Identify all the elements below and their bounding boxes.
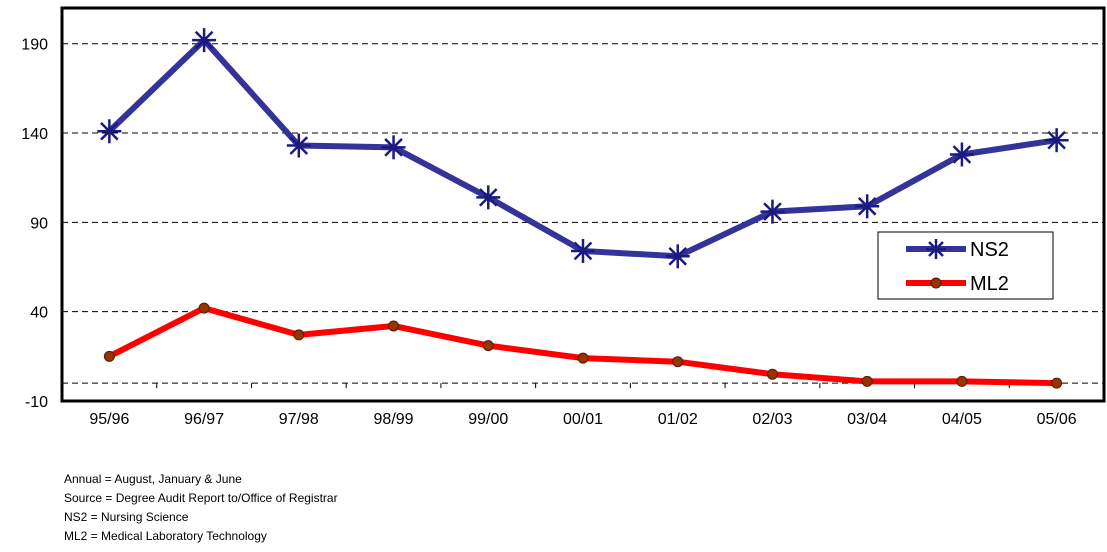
data-point-ml2 bbox=[577, 352, 589, 364]
data-point-ml2 bbox=[103, 350, 115, 362]
legend-label-ml2: ML2 bbox=[970, 273, 1009, 295]
data-point-ml2 bbox=[198, 302, 210, 314]
data-point-ns2 bbox=[192, 28, 217, 53]
data-point-ns2 bbox=[381, 135, 406, 160]
data-point-ns2 bbox=[1044, 128, 1069, 153]
data-point-ns2 bbox=[286, 133, 311, 158]
data-point-ml2 bbox=[1051, 377, 1063, 389]
x-tick-label: 03/04 bbox=[847, 411, 887, 428]
y-tick-label: 140 bbox=[21, 126, 48, 143]
data-point-ns2 bbox=[97, 119, 122, 144]
x-tick-label: 05/06 bbox=[1037, 411, 1077, 428]
footnotes: Annual = August, January & June Source =… bbox=[64, 470, 664, 546]
legend-marker-ml2 bbox=[930, 277, 942, 289]
footnote-source: Source = Degree Audit Report to/Office o… bbox=[64, 491, 338, 505]
legend-box bbox=[877, 231, 1054, 300]
y-tick-label: 40 bbox=[30, 305, 48, 322]
series-line-ml2 bbox=[108, 305, 1057, 387]
data-point-ns2 bbox=[855, 194, 880, 219]
x-tick-label: 95/96 bbox=[89, 411, 129, 428]
legend-marker-ns2 bbox=[926, 239, 946, 259]
data-point-ml2 bbox=[861, 375, 873, 387]
x-tick-label: 99/00 bbox=[468, 411, 508, 428]
series-line-ns2 bbox=[107, 37, 1058, 260]
y-tick-label: 90 bbox=[30, 215, 48, 232]
x-tick-label: 02/03 bbox=[752, 411, 792, 428]
y-tick-label: 190 bbox=[21, 37, 48, 54]
data-point-ml2 bbox=[388, 320, 400, 332]
data-point-ml2 bbox=[956, 375, 968, 387]
data-point-ns2 bbox=[665, 244, 690, 269]
data-point-ml2 bbox=[482, 340, 494, 352]
x-tick-label: 01/02 bbox=[658, 411, 698, 428]
x-tick-label: 00/01 bbox=[563, 411, 603, 428]
footnote-ml2: ML2 = Medical Laboratory Technology bbox=[64, 529, 267, 543]
legend-label-ns2: NS2 bbox=[970, 239, 1009, 261]
data-point-ml2 bbox=[672, 356, 684, 368]
data-point-ml2 bbox=[766, 368, 778, 380]
x-tick-label: 98/99 bbox=[374, 411, 414, 428]
x-tick-label: 97/98 bbox=[279, 411, 319, 428]
data-point-ns2 bbox=[760, 199, 785, 224]
line-chart: 190 140 90 40 -10 95/96 96/97 97/98 98/99 99/00 00… bbox=[21, 6, 1106, 428]
footnote-annual: Annual = August, January & June bbox=[64, 472, 242, 486]
data-point-ns2 bbox=[949, 142, 974, 167]
data-point-ns2 bbox=[571, 238, 595, 263]
plot-frame bbox=[60, 6, 1106, 403]
footnote-ns2: NS2 = Nursing Science bbox=[64, 510, 189, 524]
x-tick-label: 04/05 bbox=[942, 411, 982, 428]
y-tick-label: -10 bbox=[25, 394, 48, 411]
x-tick-label: 96/97 bbox=[184, 411, 224, 428]
data-point-ns2 bbox=[476, 185, 501, 210]
data-point-ml2 bbox=[293, 329, 305, 341]
